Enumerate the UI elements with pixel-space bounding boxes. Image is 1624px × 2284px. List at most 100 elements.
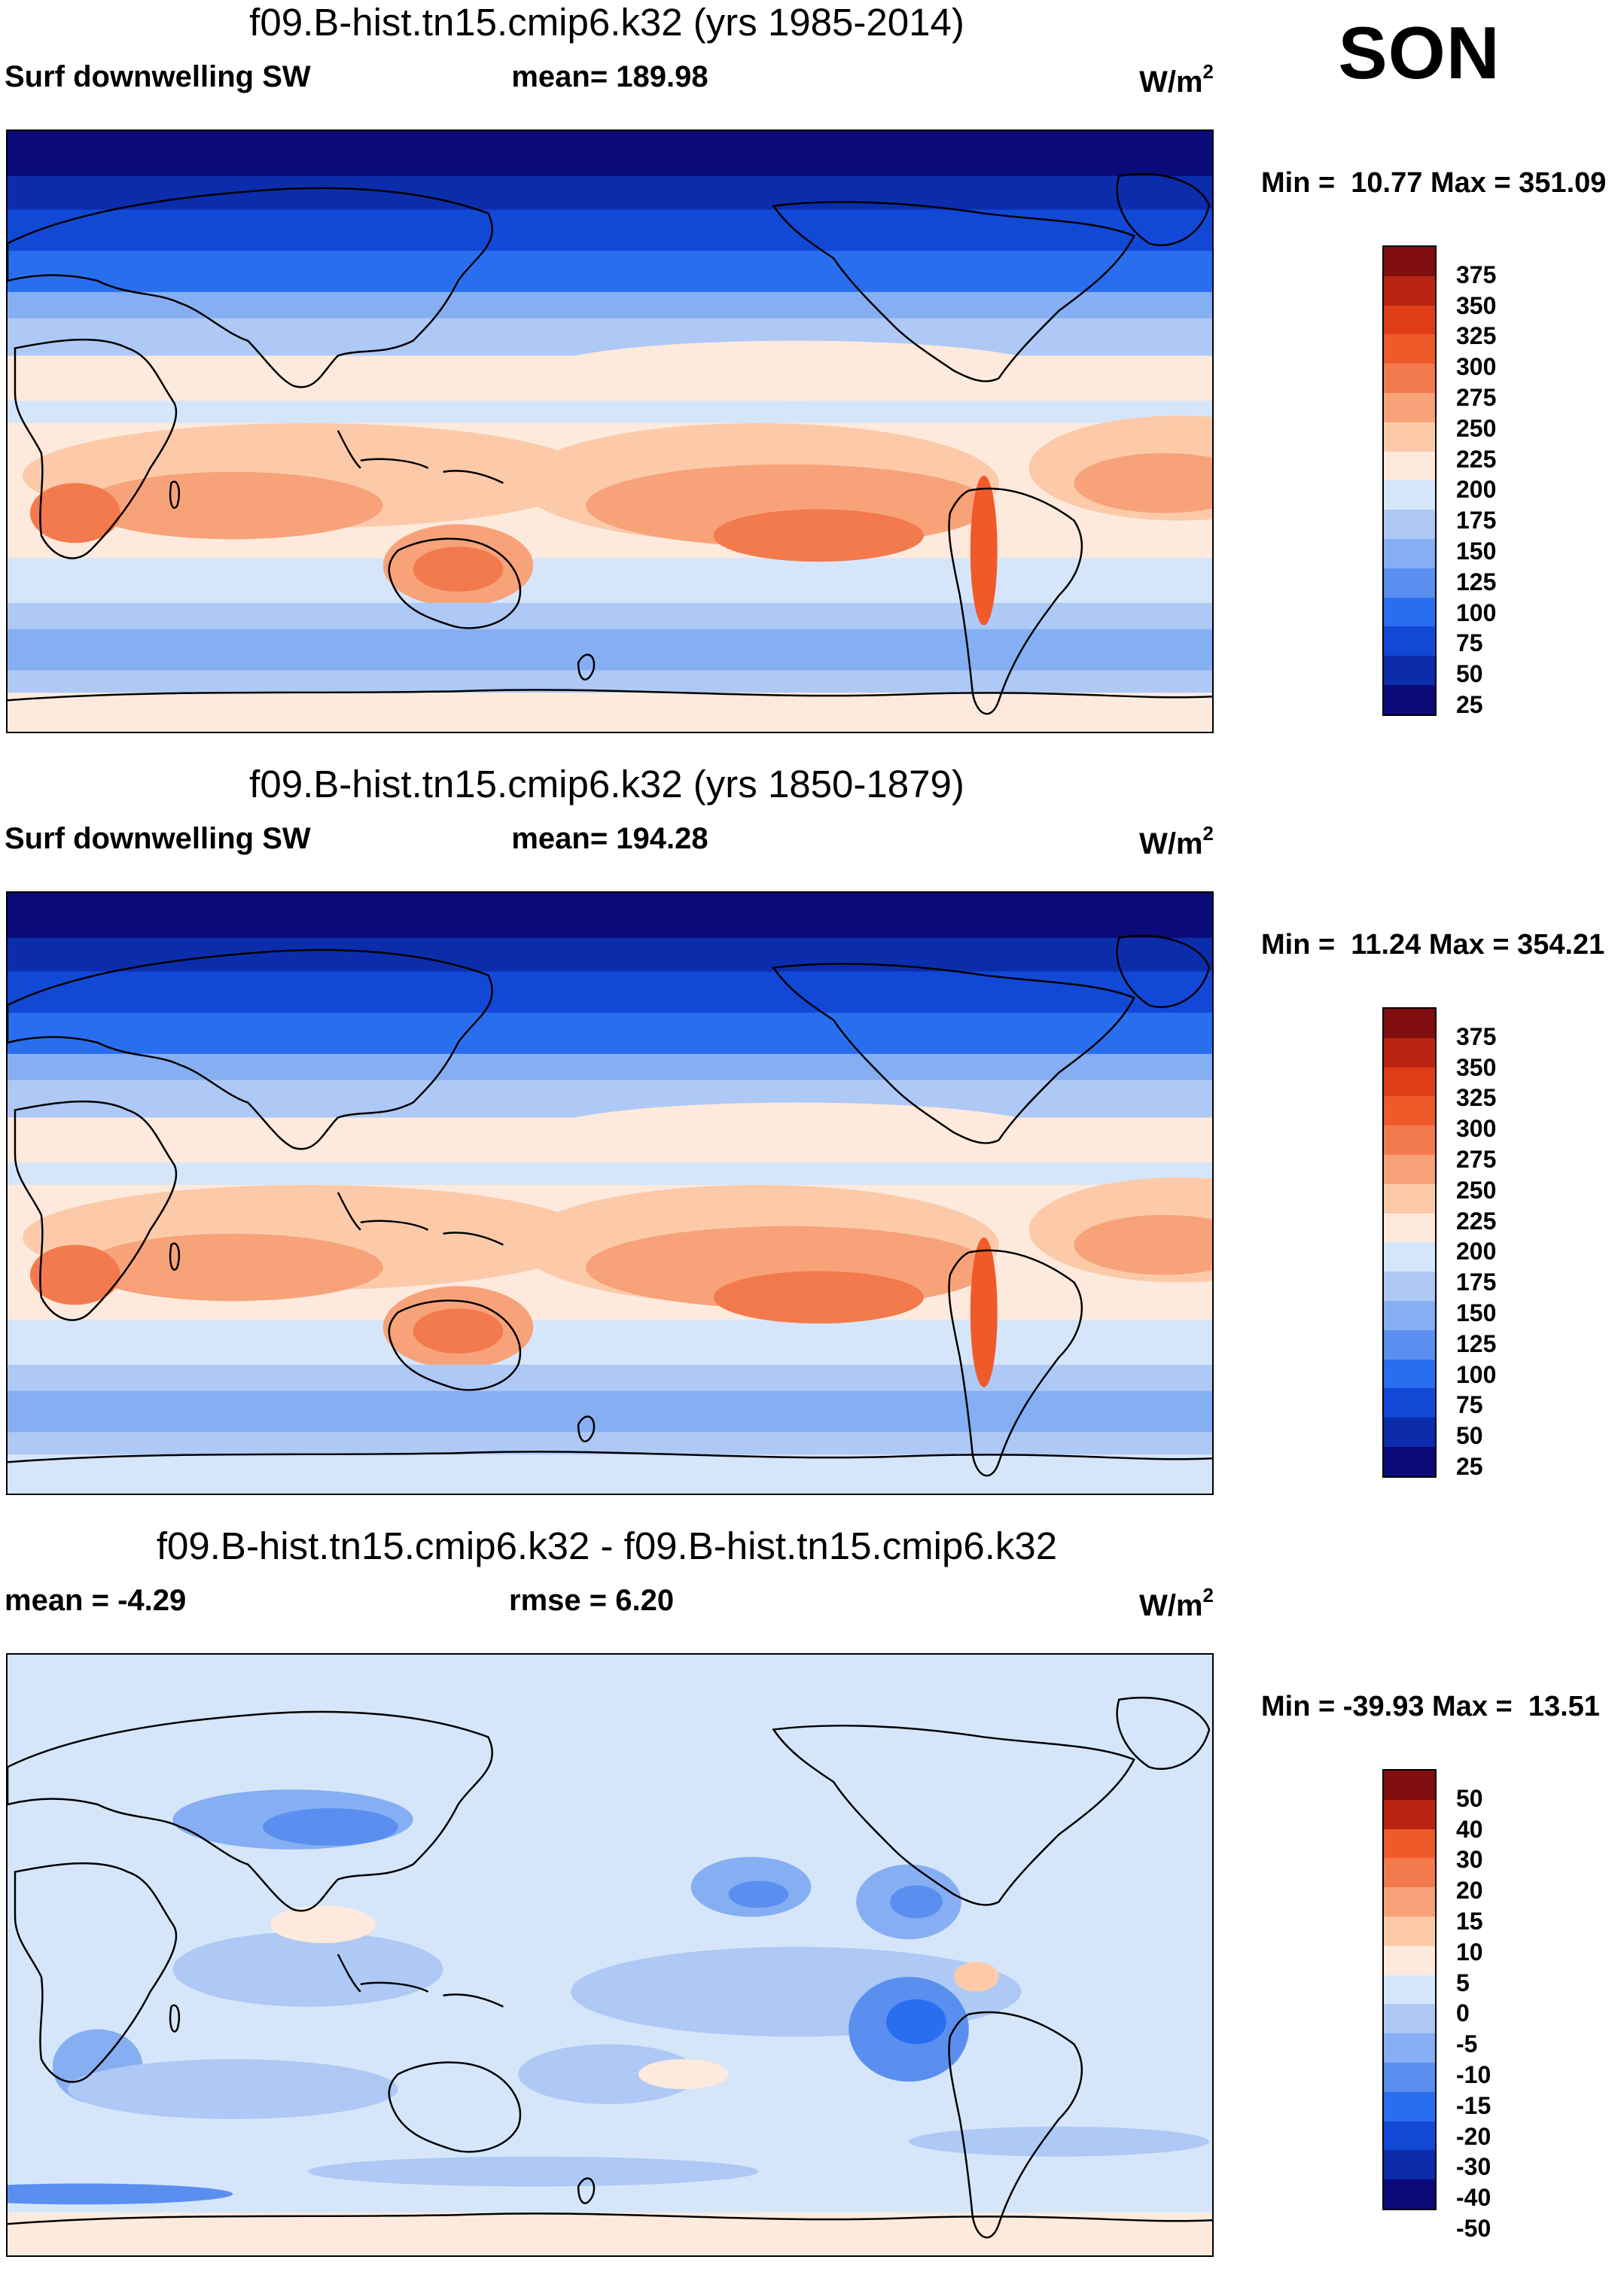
map-plot	[6, 891, 1214, 1495]
colorbar-tick-label: 30	[1456, 1846, 1483, 1874]
colorbar-swatch	[1382, 1067, 1437, 1097]
colorbar-tick-label: 300	[1456, 1115, 1497, 1143]
colorbar-tick-label: -30	[1456, 2153, 1491, 2181]
colorbar-tick-label: 50	[1456, 1422, 1483, 1450]
colorbar-swatch	[1382, 1096, 1437, 1126]
colorbar-swatch	[1382, 276, 1437, 306]
colorbar-swatch	[1382, 1769, 1437, 1800]
colorbar-swatch	[1382, 1799, 1437, 1829]
colorbar-tick-label: 300	[1456, 353, 1497, 381]
colorbar-swatch	[1382, 510, 1437, 539]
colorbar-swatch	[1382, 2033, 1437, 2063]
colorbar-tick-label: 125	[1456, 568, 1497, 595]
colorbar-tick-label: 200	[1456, 1238, 1497, 1265]
colorbar-swatch	[1382, 1829, 1437, 1859]
colorbar-swatch	[1382, 1183, 1437, 1214]
colorbar-tick-label: -15	[1456, 2091, 1491, 2119]
colorbar-tick-label: 25	[1456, 691, 1483, 718]
colorbar-tick-label: -5	[1456, 2030, 1478, 2058]
colorbar-swatch	[1382, 2062, 1437, 2092]
colorbar-tick-label: 5	[1456, 1969, 1470, 1996]
panel-title: f09.B-hist.tn15.cmip6.k32 - f09.B-hist.t…	[156, 1524, 1058, 1567]
min-max-label: Min = 10.77 Max = 351.09	[1261, 167, 1607, 199]
colorbar-swatch	[1382, 1271, 1437, 1301]
colorbar-swatch	[1382, 2121, 1437, 2151]
colorbar-tick-label: 225	[1456, 445, 1497, 473]
colorbar-tick-label: -20	[1456, 2122, 1491, 2150]
colorbar-swatch	[1382, 597, 1437, 627]
colorbar-tick-label: 175	[1456, 1268, 1497, 1296]
colorbar-swatch	[1382, 626, 1437, 656]
colorbar-swatch	[1382, 1418, 1437, 1447]
colorbar-tick-label: 375	[1456, 260, 1497, 288]
colorbar-swatch	[1382, 684, 1437, 716]
colorbar-swatch	[1382, 1007, 1437, 1038]
colorbar-swatch	[1382, 568, 1437, 598]
colorbar-tick-label: 50	[1456, 1784, 1483, 1812]
colorbar-swatch	[1382, 364, 1437, 393]
colorbar-tick-label: 15	[1456, 1908, 1483, 1935]
colorbar-tick-label: 10	[1456, 1938, 1483, 1966]
colorbar-tick-label: 275	[1456, 384, 1497, 411]
panel-climatology-1850-1879: f09.B-hist.tn15.cmip6.k32 (yrs 1850-1879…	[0, 762, 1624, 1522]
units-label: W/m2	[1139, 1584, 1214, 1622]
variable-label: Surf downwelling SW	[5, 822, 311, 855]
colorbar-tick-label: 75	[1456, 629, 1483, 657]
colorbar-swatch	[1382, 245, 1437, 276]
colorbar-swatch	[1382, 1359, 1437, 1389]
colorbar-tick-label: 250	[1456, 414, 1497, 442]
colorbar-tick-label: 375	[1456, 1022, 1497, 1050]
min-max-label: Min = -39.93 Max = 13.51	[1261, 1691, 1600, 1722]
panel-title: f09.B-hist.tn15.cmip6.k32 (yrs 1850-1879…	[249, 763, 964, 805]
colorbar-tick-label: 225	[1456, 1207, 1497, 1235]
panel-difference: f09.B-hist.tn15.cmip6.k32 - f09.B-hist.t…	[0, 1524, 1624, 2284]
colorbar-swatch	[1382, 1037, 1437, 1067]
map-field	[8, 1655, 1212, 2255]
map-field	[8, 131, 1212, 732]
colorbar-swatch	[1382, 1446, 1437, 1478]
variable-label: Surf downwelling SW	[5, 60, 311, 93]
colorbar-tick-label: 75	[1456, 1391, 1483, 1419]
colorbar-tick-label: 25	[1456, 1453, 1483, 1480]
colorbar-swatch	[1382, 1858, 1437, 1888]
panel-title: f09.B-hist.tn15.cmip6.k32 (yrs 1985-2014…	[249, 1, 964, 44]
colorbar-tick-label: 40	[1456, 1815, 1483, 1843]
colorbar-tick-label: 275	[1456, 1146, 1497, 1173]
colorbar-swatch	[1382, 1916, 1437, 1946]
colorbar-swatch	[1382, 1213, 1437, 1243]
colorbar-tick-label: 0	[1456, 1999, 1470, 2027]
colorbar-tick-label: -10	[1456, 2061, 1491, 2088]
panel-climatology-1985-2014: f09.B-hist.tn15.cmip6.k32 (yrs 1985-2014…	[0, 0, 1624, 760]
colorbar-swatch	[1382, 2150, 1437, 2180]
colorbar-tick-label: 325	[1456, 1084, 1497, 1112]
colorbar-swatch	[1382, 538, 1437, 568]
colorbar-swatch	[1382, 305, 1437, 335]
colorbar-swatch	[1382, 1887, 1437, 1917]
units-label: W/m2	[1139, 60, 1214, 99]
colorbar-swatch	[1382, 334, 1437, 364]
map-field	[8, 893, 1212, 1494]
colorbar-swatch	[1382, 1975, 1437, 2005]
colorbar-tick-label: 325	[1456, 322, 1497, 350]
season-label: SON	[1338, 11, 1501, 94]
colorbar-swatch	[1382, 1300, 1437, 1330]
colorbar-tick-label: 250	[1456, 1176, 1497, 1204]
map-plot	[6, 1653, 1214, 2257]
colorbar-swatch	[1382, 392, 1437, 422]
colorbar-swatch	[1382, 451, 1437, 481]
colorbar-swatch	[1382, 1125, 1437, 1155]
colorbar-tick-label: -40	[1456, 2184, 1491, 2212]
colorbar-swatch	[1382, 656, 1437, 685]
colorbar	[1382, 1769, 1437, 2210]
colorbar	[1382, 1007, 1437, 1478]
colorbar-swatch	[1382, 1329, 1437, 1360]
colorbar-tick-label: 100	[1456, 1360, 1497, 1388]
colorbar-tick-label: -50	[1456, 2215, 1491, 2242]
map-plot	[6, 129, 1214, 733]
colorbar-swatch	[1382, 1388, 1437, 1418]
colorbar-swatch	[1382, 2004, 1437, 2034]
colorbar-tick-label: 350	[1456, 291, 1497, 319]
mean-label: mean= 194.28	[511, 822, 708, 855]
colorbar-tick-label: 150	[1456, 1299, 1497, 1326]
colorbar-tick-label: 125	[1456, 1329, 1497, 1357]
